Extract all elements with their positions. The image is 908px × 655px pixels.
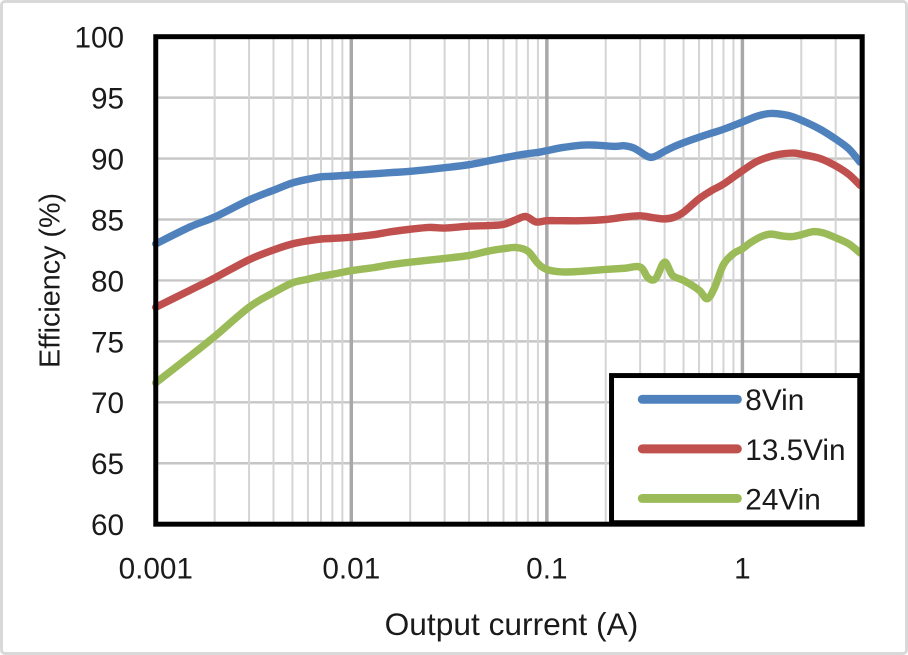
y-tick-label: 85 xyxy=(91,204,124,237)
y-tick-label: 90 xyxy=(91,143,124,176)
plot-border xyxy=(153,34,865,527)
series-line-24vin xyxy=(152,227,864,387)
y-tick-label: 95 xyxy=(91,83,124,116)
y-axis-tick-labels: 60 65 70 75 80 85 90 95 100 xyxy=(74,22,124,542)
y-tick-label: 100 xyxy=(74,22,124,55)
series-lines xyxy=(152,109,864,387)
y-tick-label: 75 xyxy=(91,326,124,359)
series-line-13-5vin xyxy=(152,149,864,311)
efficiency-line-chart: 60 65 70 75 80 85 90 95 100 0.001 0.01 0.1 1 Effici… xyxy=(35,22,865,642)
legend-label-24vin: 24Vin xyxy=(745,483,820,516)
y-tick-label: 70 xyxy=(91,387,124,420)
x-axis-title: Output current (A) xyxy=(385,606,639,642)
y-tick-label: 65 xyxy=(91,448,124,481)
x-tick-label: 0.1 xyxy=(526,553,567,586)
legend-item-13-5vin: 13.5Vin xyxy=(637,434,846,467)
legend-item-8vin: 8Vin xyxy=(637,384,804,417)
x-tick-label: 0.001 xyxy=(119,553,193,586)
legend-item-24vin: 24Vin xyxy=(637,483,821,516)
y-tick-label: 80 xyxy=(91,265,124,298)
y-tick-label: 60 xyxy=(91,509,124,542)
legend-label-8vin: 8Vin xyxy=(745,384,804,417)
y-axis-title: Efficiency (%) xyxy=(35,193,67,368)
legend: 8Vin 13.5Vin 24Vin xyxy=(609,373,863,526)
x-tick-label: 1 xyxy=(734,553,751,586)
x-tick-label: 0.01 xyxy=(322,553,380,586)
series-line-8vin xyxy=(152,109,864,248)
x-axis-tick-labels: 0.001 0.01 0.1 1 xyxy=(119,553,751,586)
legend-label-13-5vin: 13.5Vin xyxy=(745,434,845,467)
